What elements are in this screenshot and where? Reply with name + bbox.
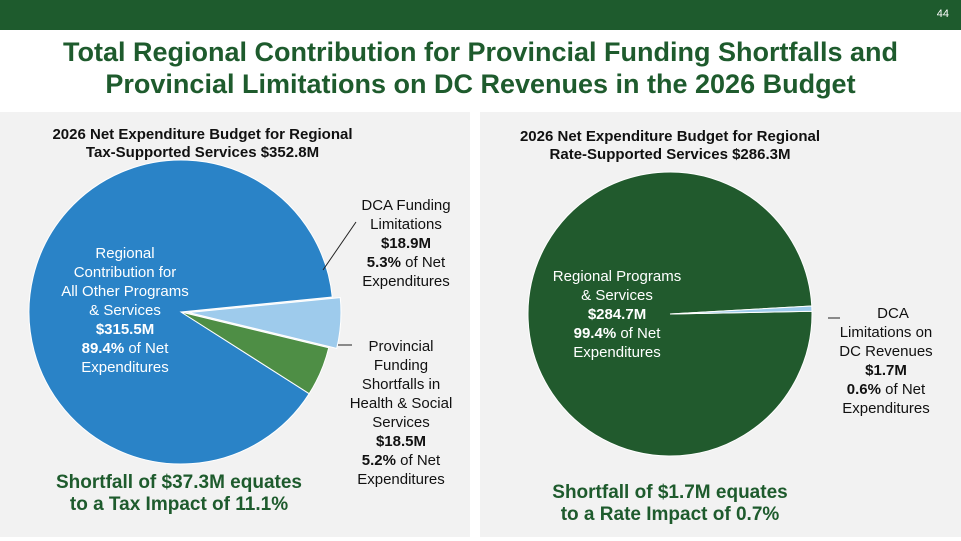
label-line: DCA	[877, 305, 909, 322]
label-line: Provincial	[368, 338, 434, 355]
slice-amount: $315.5M	[95, 321, 155, 338]
label-line: Expenditures	[842, 400, 930, 417]
label-line: Expenditures	[362, 273, 450, 290]
pie-slice-other-programs	[28, 159, 333, 465]
label-line: All Other Programs	[61, 283, 189, 300]
tax-pie-chart	[28, 159, 357, 465]
tax-slice-label-provincial-shortfalls: Provincial Funding Shortfalls in Health …	[340, 337, 462, 489]
label-line: Shortfalls in	[361, 376, 441, 393]
rate-slice-label-programs: Regional Programs & Services $284.7M 99.…	[535, 267, 699, 362]
label-line: Expenditures	[573, 344, 661, 361]
slice-amount: $18.5M	[375, 433, 427, 450]
slice-percent-text: of Net	[128, 340, 169, 357]
slice-percent: 5.3%	[366, 254, 401, 271]
slice-percent-text: of Net	[620, 325, 661, 342]
label-line: Services	[372, 414, 430, 431]
slide-title: Total Regional Contribution for Provinci…	[20, 36, 941, 100]
label-line: Regional	[95, 245, 155, 262]
rate-chart-title: 2026 Net Expenditure Budget for Regional…	[500, 128, 840, 164]
label-line: Funding	[373, 357, 429, 374]
rate-shortfall-note: Shortfall of $1.7M equates to a Rate Imp…	[520, 482, 820, 526]
shortfall-line: to a Tax Impact of 11.1%	[69, 494, 289, 515]
label-line: Limitations	[370, 216, 442, 233]
slice-percent: 0.6%	[846, 381, 881, 398]
slice-percent: 89.4%	[81, 340, 125, 357]
label-line: & Services	[89, 302, 161, 319]
tax-slice-label-other-programs: Regional Contribution for All Other Prog…	[40, 244, 210, 377]
tax-chart-title-line-2: Tax-Supported Services $352.8M	[85, 144, 320, 161]
rate-slice-label-dca-limitations: DCA Limitations on DC Revenues $1.7M 0.6…	[828, 304, 944, 418]
slide-title-line-1: Total Regional Contribution for Provinci…	[63, 37, 898, 67]
tax-supported-panel: 2026 Net Expenditure Budget for Regional…	[0, 112, 470, 537]
label-line: Regional Programs	[552, 268, 682, 285]
slice-percent-text: of Net	[885, 381, 926, 398]
rate-supported-panel: 2026 Net Expenditure Budget for Regional…	[480, 112, 961, 537]
tax-chart-title-line-1: 2026 Net Expenditure Budget for Regional	[52, 126, 353, 143]
rate-chart-title-line-2: Rate-Supported Services $286.3M	[549, 146, 791, 163]
tax-shortfall-note: Shortfall of $37.3M equates to a Tax Imp…	[20, 472, 338, 516]
pie-slice-dca-funding-limitations	[188, 297, 342, 349]
label-line: & Services	[581, 287, 653, 304]
slice-amount: $1.7M	[865, 362, 907, 379]
slice-percent: 99.4%	[573, 325, 617, 342]
tax-slice-label-dca-funding: DCA Funding Limitations $18.9M 5.3% of N…	[342, 196, 470, 291]
rate-chart-title-line-1: 2026 Net Expenditure Budget for Regional	[519, 128, 821, 145]
shortfall-line: Shortfall of $37.3M equates	[55, 472, 302, 493]
dca-funding-leader-line	[322, 221, 357, 271]
tax-chart-title: 2026 Net Expenditure Budget for Regional…	[30, 126, 375, 162]
header-bar: 44	[0, 0, 961, 30]
label-line: Contribution for	[73, 264, 177, 281]
slide-title-line-2: Provincial Limitations on DC Revenues in…	[105, 69, 856, 99]
pie-slice-provincial-shortfalls	[180, 311, 330, 395]
label-line: DCA Funding	[361, 197, 451, 214]
pie-slice-dca-limitations	[669, 305, 813, 315]
label-line: Expenditures	[81, 359, 169, 376]
rate-pie-chart	[527, 171, 840, 457]
shortfall-line: to a Rate Impact of 0.7%	[560, 504, 780, 525]
slice-amount: $284.7M	[587, 306, 647, 323]
label-line: Limitations on	[839, 324, 933, 341]
label-line: Health & Social	[349, 395, 453, 412]
label-line: Expenditures	[357, 471, 445, 488]
page-number: 44	[936, 8, 949, 20]
slice-percent-text: of Net	[400, 452, 441, 469]
slice-percent-text: of Net	[405, 254, 446, 271]
label-line: DC Revenues	[839, 343, 933, 360]
slice-percent: 5.2%	[361, 452, 396, 469]
slice-amount: $18.9M	[380, 235, 432, 252]
shortfall-line: Shortfall of $1.7M equates	[552, 482, 788, 503]
